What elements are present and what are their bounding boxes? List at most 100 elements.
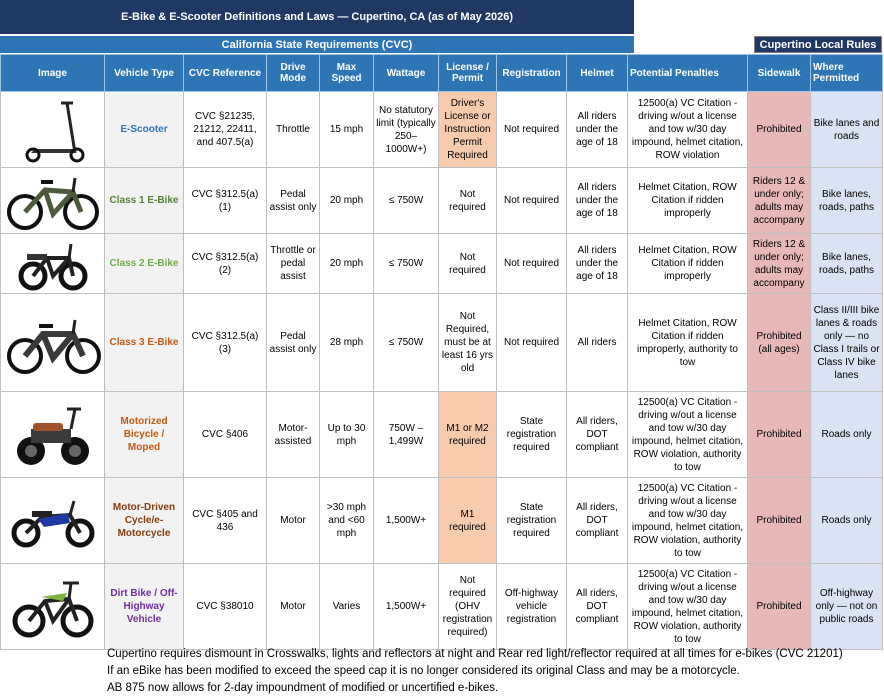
- vehicle-type-cell: Motorized Bicycle / Moped: [104, 391, 184, 478]
- table-row: Class 3 E-Bike CVC §312.5(a)(3) Pedal assi…: [0, 293, 883, 392]
- penalties-cell: 12500(a) VC Citation - driving w/out a l…: [627, 563, 748, 650]
- sidewalk-cell: Prohibited: [747, 563, 811, 650]
- where-permitted-cell: Bike lanes, roads, paths: [810, 233, 883, 294]
- regulations-table: Image Vehicle Type CVC Reference Drive M…: [0, 54, 883, 650]
- cvc-reference-cell: CVC §405 and 436: [183, 477, 267, 564]
- license-permit-cell: Not required (OHV registration required): [438, 563, 497, 650]
- footnote: Cupertino requires dismount in Crosswalk…: [107, 648, 843, 660]
- local-rules-header: Cupertino Local Rules: [754, 36, 882, 53]
- table-row: Motor-Driven Cycle/e-Motorcycle CVC §405 …: [0, 477, 883, 564]
- cvc-reference-cell: CVC §312.5(a)(1): [183, 167, 267, 234]
- registration-cell: Off-highway vehicle registration: [496, 563, 567, 650]
- vehicle-image: [0, 233, 105, 294]
- max-speed-cell: >30 mph and <60 mph: [319, 477, 374, 564]
- class-3-ebike-icon: [3, 310, 102, 376]
- column-header: CVC Reference: [183, 54, 267, 92]
- column-header: Sidewalk: [747, 54, 811, 92]
- registration-cell: Not required: [496, 233, 567, 294]
- drive-mode-cell: Pedal assist only: [266, 293, 320, 392]
- state-requirements-header: California State Requirements (CVC): [0, 36, 634, 53]
- motorcycle-icon: [3, 493, 102, 549]
- where-permitted-cell: Bike lanes, roads, paths: [810, 167, 883, 234]
- column-header: Drive Mode: [266, 54, 320, 92]
- cvc-reference-cell: CVC §312.5(a)(3): [183, 293, 267, 392]
- sidewalk-cell: Prohibited (all ages): [747, 293, 811, 392]
- license-permit-cell: M1 required: [438, 477, 497, 564]
- footnote: AB 875 now allows for 2-day impoundment …: [107, 682, 499, 694]
- penalties-cell: Helmet Citation, ROW Citation if ridden …: [627, 167, 748, 234]
- sidewalk-cell: Prohibited: [747, 91, 811, 168]
- footnote: If an eBike has been modified to exceed …: [107, 665, 740, 677]
- wattage-cell: 750W – 1,499W: [373, 391, 439, 478]
- column-header: License / Permit: [438, 54, 497, 92]
- max-speed-cell: 20 mph: [319, 167, 374, 234]
- where-permitted-cell: Roads only: [810, 477, 883, 564]
- license-permit-cell: M1 or M2 required: [438, 391, 497, 478]
- class-2-ebike-icon: [3, 236, 102, 292]
- where-permitted-cell: Roads only: [810, 391, 883, 478]
- dirt-bike-icon: [3, 571, 102, 643]
- where-permitted-cell: Bike lanes and roads: [810, 91, 883, 168]
- drive-mode-cell: Motor: [266, 563, 320, 650]
- license-permit-cell: Not required: [438, 167, 497, 234]
- wattage-cell: 1,500W+: [373, 563, 439, 650]
- drive-mode-cell: Motor-assisted: [266, 391, 320, 478]
- column-header: Max Speed: [319, 54, 374, 92]
- penalties-cell: Helmet Citation, ROW Citation if ridden …: [627, 293, 748, 392]
- table-row: Class 1 E-Bike CVC §312.5(a)(1) Pedal assi…: [0, 167, 883, 234]
- column-header: Wattage: [373, 54, 439, 92]
- max-speed-cell: 28 mph: [319, 293, 374, 392]
- penalties-cell: 12500(a) VC Citation - driving w/out a l…: [627, 477, 748, 564]
- vehicle-image: [0, 391, 105, 478]
- column-header: Registration: [496, 54, 567, 92]
- moped-icon: [3, 399, 102, 471]
- wattage-cell: No statutory limit (typically 250–1000W+…: [373, 91, 439, 168]
- sidewalk-cell: Riders 12 & under only; adults may accom…: [747, 233, 811, 294]
- vehicle-type-cell: E-Scooter: [104, 91, 184, 168]
- column-header: Helmet: [566, 54, 628, 92]
- page-title: E-Bike & E-Scooter Definitions and Laws …: [0, 0, 634, 34]
- sidewalk-cell: Riders 12 & under only; adults may accom…: [747, 167, 811, 234]
- registration-cell: State registration required: [496, 477, 567, 564]
- table-row: Class 2 E-Bike CVC §312.5(a)(2) Throttle o…: [0, 233, 883, 294]
- helmet-cell: All riders, DOT compliant: [566, 563, 628, 650]
- registration-cell: Not required: [496, 167, 567, 234]
- column-header: Where Permitted: [810, 54, 883, 92]
- table-row: Motorized Bicycle / Moped CVC §406 Motor-a…: [0, 391, 883, 478]
- drive-mode-cell: Motor: [266, 477, 320, 564]
- vehicle-type-cell: Dirt Bike / Off-Highway Vehicle: [104, 563, 184, 650]
- registration-cell: Not required: [496, 91, 567, 168]
- registration-cell: State registration required: [496, 391, 567, 478]
- helmet-cell: All riders, DOT compliant: [566, 391, 628, 478]
- max-speed-cell: Up to 30 mph: [319, 391, 374, 478]
- cvc-reference-cell: CVC §312.5(a)(2): [183, 233, 267, 294]
- vehicle-type-cell: Motor-Driven Cycle/e-Motorcycle: [104, 477, 184, 564]
- max-speed-cell: Varies: [319, 563, 374, 650]
- drive-mode-cell: Pedal assist only: [266, 167, 320, 234]
- table-row: E-Scooter CVC §21235, 21212, 22411, and 4…: [0, 91, 883, 168]
- penalties-cell: 12500(a) VC Citation - driving w/out a l…: [627, 391, 748, 478]
- helmet-cell: All riders: [566, 293, 628, 392]
- wattage-cell: ≤ 750W: [373, 167, 439, 234]
- helmet-cell: All riders under the age of 18: [566, 233, 628, 294]
- max-speed-cell: 15 mph: [319, 91, 374, 168]
- table-row: Dirt Bike / Off-Highway Vehicle CVC §3801…: [0, 563, 883, 650]
- cvc-reference-cell: CVC §38010: [183, 563, 267, 650]
- column-header: Vehicle Type: [104, 54, 184, 92]
- column-header: Image: [0, 54, 105, 92]
- vehicle-type-cell: Class 3 E-Bike: [104, 293, 184, 392]
- helmet-cell: All riders, DOT compliant: [566, 477, 628, 564]
- where-permitted-cell: Off-highway only — not on public roads: [810, 563, 883, 650]
- footnotes: Cupertino requires dismount in Crosswalk…: [107, 646, 843, 697]
- vehicle-image: [0, 293, 105, 392]
- sidewalk-cell: Prohibited: [747, 391, 811, 478]
- max-speed-cell: 20 mph: [319, 233, 374, 294]
- cvc-reference-cell: CVC §21235, 21212, 22411, and 407.5(a): [183, 91, 267, 168]
- e-scooter-icon: [3, 95, 102, 165]
- vehicle-image: [0, 563, 105, 650]
- vehicle-image: [0, 477, 105, 564]
- vehicle-type-cell: Class 1 E-Bike: [104, 167, 184, 234]
- where-permitted-cell: Class II/III bike lanes & roads only — n…: [810, 293, 883, 392]
- class-1-ebike-icon: [3, 170, 102, 232]
- drive-mode-cell: Throttle or pedal assist: [266, 233, 320, 294]
